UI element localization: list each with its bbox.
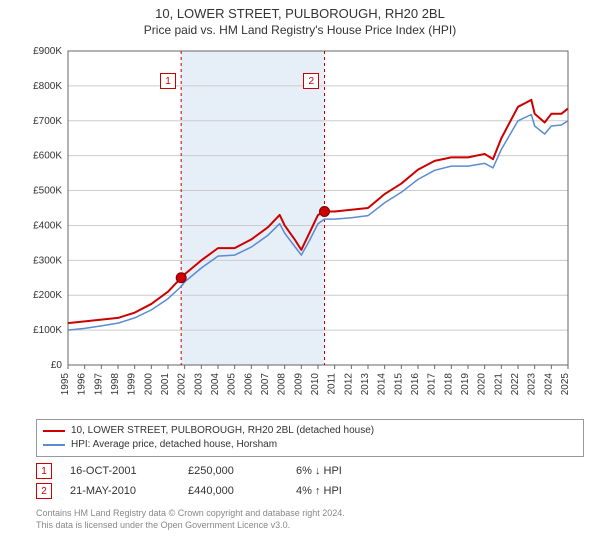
svg-text:1997: 1997 [93, 373, 104, 396]
svg-text:2020: 2020 [477, 373, 488, 396]
footer-line-1: Contains HM Land Registry data © Crown c… [36, 507, 584, 519]
legend-swatch [43, 444, 65, 446]
svg-text:2024: 2024 [543, 373, 554, 396]
svg-text:£900K: £900K [33, 46, 62, 57]
chart-svg: £0 £100K £200K £300K £400K £500K £600K £700K £80… [20, 43, 580, 413]
event-hpi: 6% ↓ HPI [296, 465, 386, 477]
event-date: 21-MAY-2010 [70, 485, 170, 497]
legend-swatch [43, 430, 65, 432]
svg-text:£200K: £200K [33, 290, 62, 301]
svg-text:2014: 2014 [377, 373, 388, 396]
svg-text:2004: 2004 [210, 373, 221, 396]
svg-text:2023: 2023 [527, 373, 538, 396]
svg-text:2012: 2012 [343, 373, 354, 396]
legend: 10, LOWER STREET, PULBOROUGH, RH20 2BL (… [36, 419, 584, 457]
event-table: 1 16-OCT-2001 £250,000 6% ↓ HPI 2 21-MAY-2010… [36, 463, 584, 499]
svg-text:£100K: £100K [33, 325, 62, 336]
svg-text:£300K: £300K [33, 255, 62, 266]
event-price: £250,000 [188, 465, 278, 477]
svg-text:2003: 2003 [193, 373, 204, 396]
event-badge: 2 [36, 483, 52, 499]
svg-text:2008: 2008 [277, 373, 288, 396]
legend-row: HPI: Average price, detached house, Hors… [43, 438, 577, 452]
svg-text:2021: 2021 [493, 373, 504, 396]
event-badge: 1 [36, 463, 52, 479]
svg-text:2007: 2007 [260, 373, 271, 396]
svg-text:1998: 1998 [110, 373, 121, 396]
svg-text:1999: 1999 [127, 373, 138, 396]
svg-text:2011: 2011 [327, 373, 338, 395]
svg-text:2006: 2006 [243, 373, 254, 396]
chart: £0 £100K £200K £300K £400K £500K £600K £700K £80… [20, 43, 580, 413]
svg-text:2016: 2016 [410, 373, 421, 396]
svg-text:2015: 2015 [393, 373, 404, 396]
svg-text:£400K: £400K [33, 220, 62, 231]
svg-text:2010: 2010 [310, 373, 321, 396]
svg-text:2009: 2009 [293, 373, 304, 396]
footer: Contains HM Land Registry data © Crown c… [36, 507, 584, 531]
svg-text:£500K: £500K [33, 186, 62, 197]
svg-text:2013: 2013 [360, 373, 371, 396]
svg-text:2022: 2022 [510, 373, 521, 396]
footer-line-2: This data is licensed under the Open Gov… [36, 519, 584, 531]
svg-text:2000: 2000 [143, 373, 154, 396]
title-line-1: 10, LOWER STREET, PULBOROUGH, RH20 2BL [0, 6, 600, 21]
svg-text:2001: 2001 [160, 373, 171, 396]
svg-text:£800K: £800K [33, 81, 62, 92]
chart-event-badge: 2 [303, 73, 319, 89]
legend-row: 10, LOWER STREET, PULBOROUGH, RH20 2BL (… [43, 424, 577, 438]
svg-text:1995: 1995 [60, 373, 71, 396]
svg-text:2017: 2017 [427, 373, 438, 396]
svg-text:1996: 1996 [77, 373, 88, 396]
title-line-2: Price paid vs. HM Land Registry's House … [0, 23, 600, 37]
svg-text:£700K: £700K [33, 116, 62, 127]
svg-text:£0: £0 [51, 360, 63, 371]
event-row: 2 21-MAY-2010 £440,000 4% ↑ HPI [36, 483, 584, 499]
legend-label: 10, LOWER STREET, PULBOROUGH, RH20 2BL (… [71, 424, 374, 438]
svg-text:2005: 2005 [227, 373, 238, 396]
svg-text:2019: 2019 [460, 373, 471, 396]
svg-text:2002: 2002 [177, 373, 188, 396]
legend-label: HPI: Average price, detached house, Hors… [71, 438, 277, 452]
event-row: 1 16-OCT-2001 £250,000 6% ↓ HPI [36, 463, 584, 479]
svg-text:£600K: £600K [33, 151, 62, 162]
chart-event-badge: 1 [160, 73, 176, 89]
event-price: £440,000 [188, 485, 278, 497]
event-date: 16-OCT-2001 [70, 465, 170, 477]
svg-text:2025: 2025 [560, 373, 571, 396]
svg-text:2018: 2018 [443, 373, 454, 396]
event-hpi: 4% ↑ HPI [296, 485, 386, 497]
title-block: 10, LOWER STREET, PULBOROUGH, RH20 2BL P… [0, 0, 600, 37]
